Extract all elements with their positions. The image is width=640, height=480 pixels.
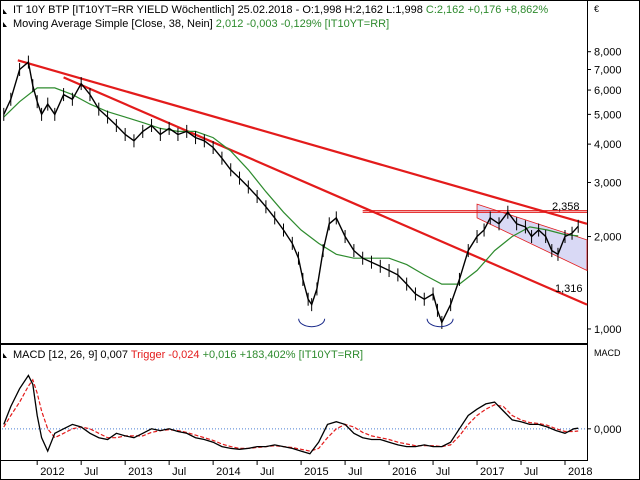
price-layer <box>3 55 588 329</box>
ma-legend-marker <box>3 22 7 27</box>
axis-layer: 1,000 2,000 3,000 4,000 5,000 6,000 7,000 8,000… <box>36 47 622 478</box>
x-tick-label: Jul <box>172 466 186 478</box>
macd-y-tick-label: 0,000 <box>594 424 622 436</box>
price-y-tick-label: 4,000 <box>594 139 622 151</box>
price-header: IT 10Y BTP [IT10YT=RR YIELD Wöchentlich]… <box>13 4 548 16</box>
x-tick-label: Jul <box>348 466 362 478</box>
price-legend-marker <box>3 9 7 14</box>
currency-symbol: € <box>594 4 599 14</box>
x-tick-label: 2015 <box>304 466 328 478</box>
bottom-arc-1 <box>298 318 326 328</box>
x-tick-label: 2012 <box>40 466 64 478</box>
price-y-tick-label: 8,000 <box>594 47 622 59</box>
x-tick-label: 2014 <box>216 466 240 478</box>
price-y-tick-label: 7,000 <box>594 65 622 77</box>
x-tick-label: 2016 <box>392 466 416 478</box>
price-y-tick-label: 1,000 <box>594 324 622 336</box>
macd-header-trigger: Trigger -0,024 <box>131 349 203 361</box>
price-y-tick-label: 3,000 <box>594 177 622 189</box>
bottom-arc-2 <box>426 318 454 328</box>
ma-header: Moving Average Simple [Close, 38, Nein] … <box>13 18 389 30</box>
trendline-2 <box>63 76 588 306</box>
macd-header-change: +0,016 +183,402% [IT10YT=RR] <box>203 349 364 361</box>
price-y-tick-label: 5,000 <box>594 109 622 121</box>
price-header-close: C:2,162 +0,176 +8,862% <box>426 4 549 16</box>
x-tick-label: 2013 <box>128 466 152 478</box>
x-tick-label: 2018 <box>568 466 592 478</box>
x-tick-label: Jul <box>84 466 98 478</box>
trendline-1 <box>17 59 588 225</box>
x-tick-label: Jul <box>436 466 450 478</box>
ma-header-label: Moving Average Simple [Close, 38, Nein] <box>13 18 216 30</box>
price-y-tick-label: 2,000 <box>594 232 622 244</box>
x-tick-label: Jul <box>524 466 538 478</box>
macd-panel <box>0 344 588 461</box>
upper-level-label: 2,358 <box>552 201 580 213</box>
macd-layer <box>2 374 587 455</box>
price-header-high: H:2,162 <box>345 4 384 16</box>
price-header-low: L:1,998 <box>386 4 423 16</box>
macd-axis-label: MACD <box>594 348 621 358</box>
macd-legend-marker <box>3 353 7 358</box>
x-tick-label: 2017 <box>480 466 504 478</box>
ma-header-values: 2,012 -0,003 -0,129% [IT10YT=RR] <box>216 18 389 30</box>
lower-level-label: 1,316 <box>555 283 583 295</box>
macd-line <box>3 374 579 455</box>
price-panel <box>0 0 588 344</box>
macd-header-label: MACD [12, 26, 9] 0,007 <box>13 349 131 361</box>
x-tick-label: Jul <box>260 466 274 478</box>
price-y-tick-label: 6,000 <box>594 85 622 97</box>
price-header-open: O:1,998 <box>302 4 341 16</box>
price-header-title: IT 10Y BTP [IT10YT=RR YIELD Wöchentlich]… <box>13 4 302 16</box>
macd-header: MACD [12, 26, 9] 0,007 Trigger -0,024 +0… <box>13 349 363 361</box>
